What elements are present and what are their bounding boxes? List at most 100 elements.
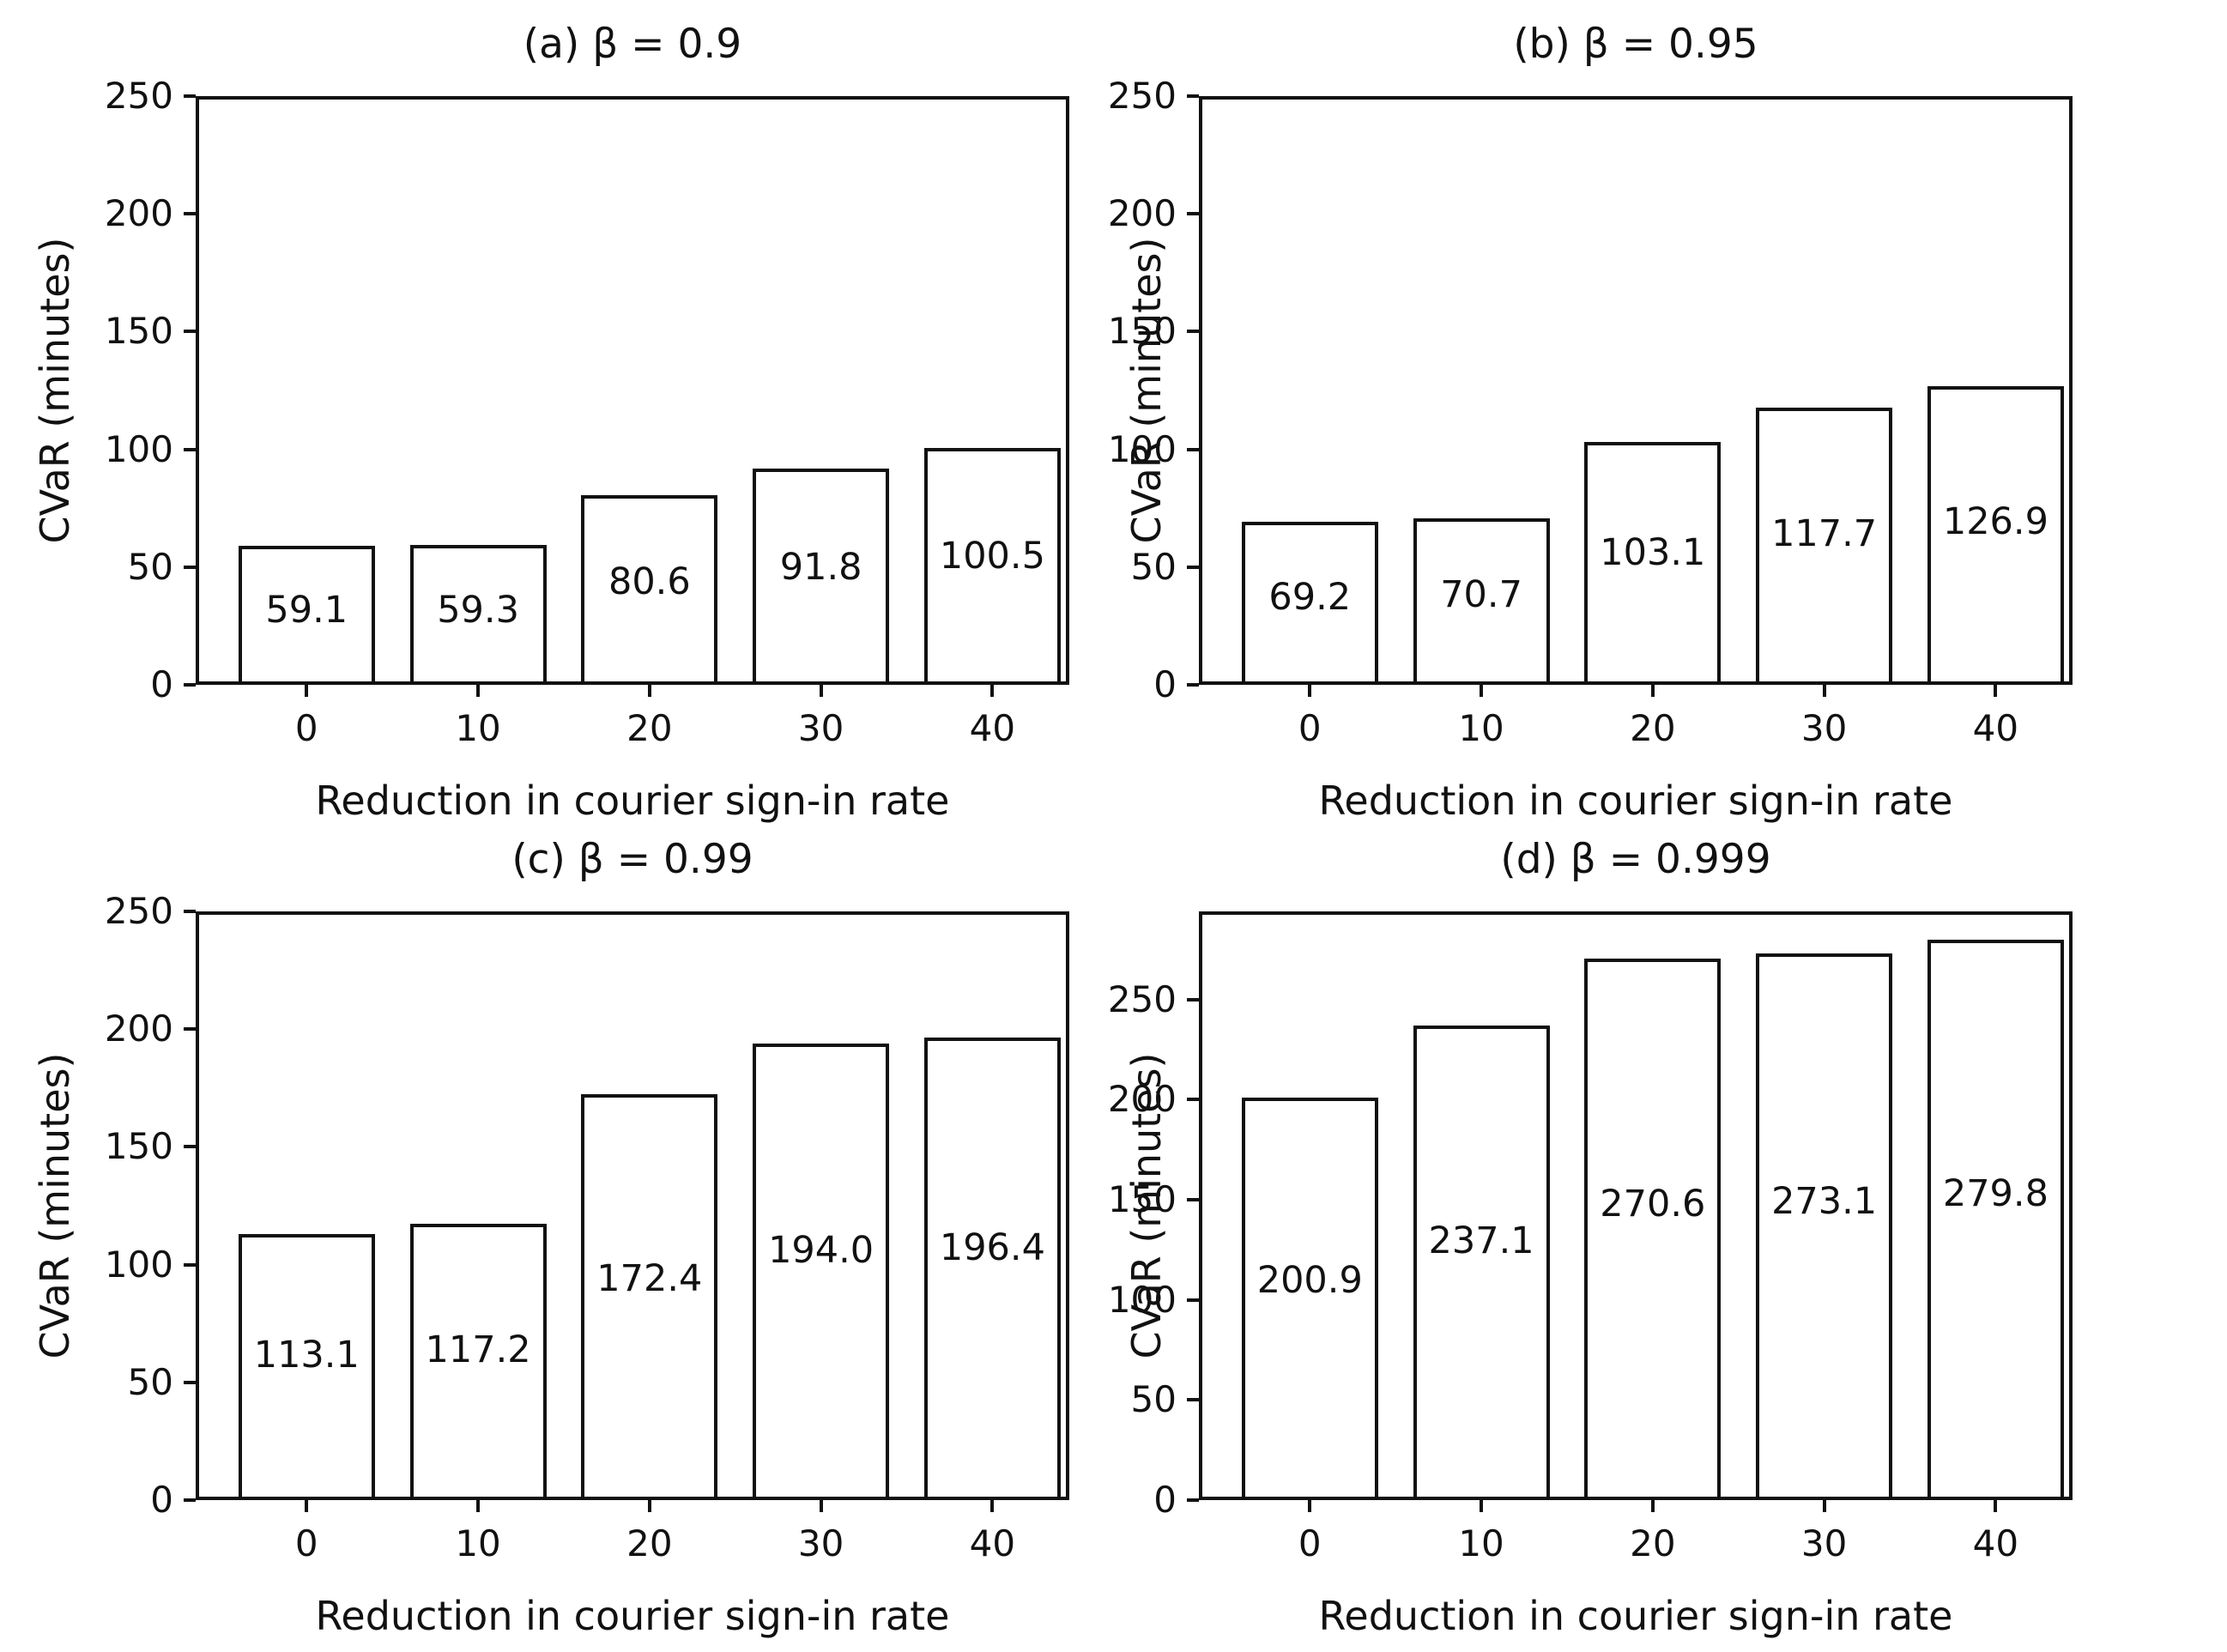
x-tick-mark xyxy=(1480,1500,1484,1512)
x-tick-mark xyxy=(990,1500,995,1512)
y-tick-label: 100 xyxy=(1107,1278,1177,1321)
x-tick-label: 20 xyxy=(1630,707,1676,749)
y-tick-label: 50 xyxy=(127,1360,173,1403)
subplot-d-x-axis-label: Reduction in courier sign-in rate xyxy=(1318,1593,1953,1639)
bar-c-40: 196.4 xyxy=(923,1038,1061,1500)
bar-a-0: 59.1 xyxy=(238,545,375,685)
bar-value-label: 59.3 xyxy=(437,588,519,632)
subplot-d-plot-area: 0 50 100 150 200 250 0 200.9 10 237.1 20 270.6 30 273… xyxy=(1108,911,2073,1562)
y-tick-mark xyxy=(184,1380,196,1384)
bar-value-label: 200.9 xyxy=(1256,1259,1363,1303)
bar-value-label: 172.4 xyxy=(596,1256,703,1300)
x-tick-label: 10 xyxy=(455,1522,501,1564)
x-tick-label: 10 xyxy=(455,707,501,749)
bar-value-label: 194.0 xyxy=(768,1229,874,1273)
bar-value-label: 69.2 xyxy=(1268,575,1352,619)
subplot-b-title: (b) β = 0.95 xyxy=(1513,21,1758,68)
bar-a-40: 100.5 xyxy=(923,448,1061,685)
subplot-a-title: (a) β = 0.9 xyxy=(523,21,742,68)
subplot-a-x-axis-label: Reduction in courier sign-in rate xyxy=(315,778,950,824)
bar-value-label: 279.8 xyxy=(1942,1171,2048,1215)
bar-d-0: 200.9 xyxy=(1241,1098,1378,1500)
x-tick-mark xyxy=(819,1500,823,1512)
y-tick-label: 200 xyxy=(1107,192,1177,235)
x-tick-label: 30 xyxy=(797,707,844,749)
y-tick-label: 250 xyxy=(1107,977,1177,1020)
bar-value-label: 273.1 xyxy=(1771,1179,1878,1223)
subplot-c-x-axis-label: Reduction in courier sign-in rate xyxy=(315,1593,950,1639)
bar-d-40: 279.8 xyxy=(1927,940,2064,1500)
x-tick-label: 30 xyxy=(1800,1522,1848,1564)
bar-value-label: 70.7 xyxy=(1440,573,1522,617)
x-tick-mark xyxy=(1308,1500,1312,1512)
y-tick-label: 150 xyxy=(1107,310,1177,353)
bar-a-20: 80.6 xyxy=(581,494,718,685)
y-tick-label: 150 xyxy=(104,310,173,353)
bar-value-label: 100.5 xyxy=(939,535,1045,578)
y-tick-mark xyxy=(184,212,196,216)
y-tick-mark xyxy=(1187,212,1199,216)
y-tick-label: 150 xyxy=(1107,1178,1177,1220)
x-tick-mark xyxy=(305,1500,309,1512)
x-tick-label: 40 xyxy=(969,1522,1016,1564)
y-tick-mark xyxy=(1187,94,1199,98)
x-tick-label: 0 xyxy=(294,707,318,749)
x-tick-label: 0 xyxy=(294,1522,318,1564)
y-tick-mark xyxy=(1187,1298,1199,1302)
x-tick-label: 0 xyxy=(1298,707,1322,749)
x-tick-mark xyxy=(1822,685,1826,697)
y-tick-mark xyxy=(184,683,196,687)
x-tick-label: 40 xyxy=(1972,707,2019,749)
y-tick-mark xyxy=(184,1498,196,1502)
y-tick-mark xyxy=(184,330,196,334)
bar-b-30: 117.7 xyxy=(1756,408,1893,685)
y-tick-label: 50 xyxy=(1130,1378,1177,1421)
y-tick-mark xyxy=(184,447,196,451)
y-tick-label: 200 xyxy=(1107,1078,1177,1121)
bar-b-10: 70.7 xyxy=(1413,517,1550,685)
bar-b-0: 69.2 xyxy=(1241,522,1378,685)
bar-d-20: 270.6 xyxy=(1584,958,1722,1500)
y-tick-label: 50 xyxy=(127,545,173,588)
bar-c-10: 117.2 xyxy=(409,1224,547,1500)
x-tick-mark xyxy=(476,685,481,697)
bar-value-label: 80.6 xyxy=(608,560,691,604)
y-tick-label: 0 xyxy=(150,663,173,705)
bar-b-20: 103.1 xyxy=(1584,442,1722,685)
x-tick-label: 20 xyxy=(626,707,673,749)
bar-a-10: 59.3 xyxy=(409,545,547,685)
x-tick-label: 30 xyxy=(797,1522,844,1564)
x-tick-label: 20 xyxy=(626,1522,673,1564)
y-tick-label: 100 xyxy=(1107,427,1177,470)
y-tick-label: 100 xyxy=(104,1243,173,1286)
y-tick-mark xyxy=(1187,1198,1199,1201)
y-tick-mark xyxy=(1187,1398,1199,1402)
x-tick-mark xyxy=(1650,1500,1655,1512)
bar-value-label: 196.4 xyxy=(939,1225,1045,1269)
x-tick-mark xyxy=(1480,685,1484,697)
x-tick-mark xyxy=(305,685,309,697)
bar-a-30: 91.8 xyxy=(753,469,890,685)
y-tick-mark xyxy=(184,1027,196,1032)
bar-b-40: 126.9 xyxy=(1927,385,2064,685)
bar-c-20: 172.4 xyxy=(581,1093,718,1500)
y-tick-label: 250 xyxy=(104,890,173,932)
x-tick-mark xyxy=(1308,685,1312,697)
x-tick-label: 0 xyxy=(1298,1522,1322,1564)
y-tick-label: 0 xyxy=(150,1479,173,1521)
x-tick-label: 10 xyxy=(1458,1522,1504,1564)
x-tick-mark xyxy=(647,1500,651,1512)
x-tick-mark xyxy=(647,685,651,697)
x-tick-mark xyxy=(819,685,823,697)
bar-value-label: 126.9 xyxy=(1942,500,2048,544)
x-tick-mark xyxy=(1650,685,1655,697)
y-tick-label: 100 xyxy=(104,427,173,470)
bar-value-label: 237.1 xyxy=(1428,1219,1534,1262)
y-tick-mark xyxy=(1187,330,1199,334)
y-tick-label: 0 xyxy=(1153,1479,1177,1521)
x-tick-label: 10 xyxy=(1458,707,1504,749)
x-tick-label: 30 xyxy=(1800,707,1848,749)
